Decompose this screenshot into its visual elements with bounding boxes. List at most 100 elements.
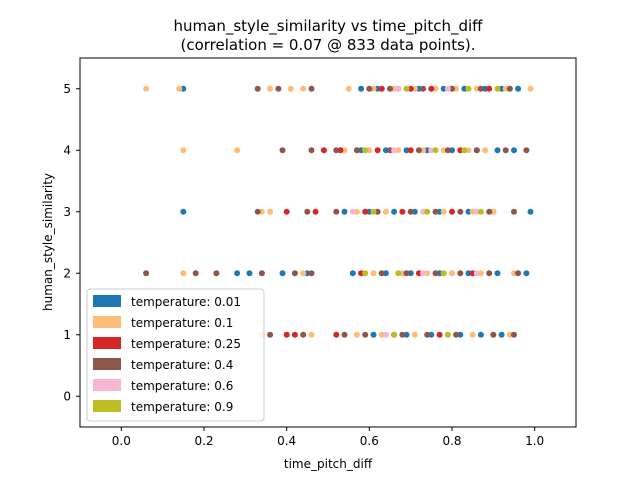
- data-point-series-1: [370, 85, 377, 92]
- data-point-series-2: [337, 147, 344, 154]
- data-point-series-3: [490, 331, 497, 338]
- legend-swatch: [93, 379, 121, 391]
- data-points: [143, 85, 534, 338]
- data-point-series-3: [506, 85, 513, 92]
- data-point-series-3: [453, 331, 460, 338]
- data-point-series-3: [192, 270, 199, 277]
- data-point-series-0: [494, 147, 501, 154]
- data-point-series-1: [143, 85, 150, 92]
- data-point-series-5: [362, 270, 369, 277]
- data-point-series-3: [254, 85, 261, 92]
- x-tick-label: 0.4: [277, 434, 296, 448]
- data-point-series-3: [300, 331, 307, 338]
- data-point-series-1: [300, 85, 307, 92]
- legend-label: temperature: 0.25: [131, 337, 241, 351]
- data-point-series-2: [469, 270, 476, 277]
- data-point-series-1: [353, 331, 360, 338]
- data-point-series-2: [333, 331, 340, 338]
- y-tick-label: 2: [63, 266, 71, 280]
- legend-label: temperature: 0.1: [131, 316, 233, 330]
- data-point-series-0: [246, 270, 253, 277]
- data-point-series-1: [511, 270, 517, 277]
- data-point-series-3: [457, 208, 464, 215]
- data-point-series-0: [415, 85, 422, 92]
- data-point-series-3: [362, 331, 369, 338]
- data-point-series-3: [407, 208, 414, 215]
- data-point-series-0: [341, 208, 348, 215]
- data-point-series-2: [449, 208, 455, 215]
- data-point-series-2: [283, 208, 290, 215]
- y-tick-label: 0: [63, 389, 71, 403]
- data-point-series-0: [349, 270, 356, 277]
- data-point-series-2: [358, 270, 365, 277]
- y-axis-label: human_style_similarity: [41, 173, 55, 311]
- data-point-series-1: [411, 331, 418, 338]
- data-point-series-1: [341, 147, 348, 154]
- data-point-series-0: [370, 331, 377, 338]
- data-point-series-1: [424, 270, 431, 277]
- data-point-series-0: [304, 270, 311, 277]
- data-point-series-0: [498, 85, 505, 92]
- data-point-series-3: [515, 270, 522, 277]
- data-point-series-2: [457, 147, 464, 154]
- data-point-series-1: [234, 147, 241, 154]
- data-point-series-3: [523, 147, 530, 154]
- data-point-series-2: [436, 331, 443, 338]
- data-point-series-0: [511, 147, 517, 154]
- data-point-series-0: [515, 85, 522, 92]
- data-point-series-1: [477, 270, 484, 277]
- data-point-series-3: [432, 270, 439, 277]
- data-point-series-0: [180, 208, 187, 215]
- data-point-series-0: [428, 331, 435, 338]
- data-point-series-0: [436, 208, 443, 215]
- data-point-series-3: [366, 85, 373, 92]
- data-point-series-1: [378, 331, 385, 338]
- data-point-series-2: [378, 85, 385, 92]
- data-point-series-0: [403, 147, 410, 154]
- data-point-series-1: [180, 147, 187, 154]
- data-point-series-3: [511, 331, 517, 338]
- data-point-series-1: [411, 85, 418, 92]
- data-point-series-1: [440, 208, 447, 215]
- data-point-series-2: [486, 85, 493, 92]
- data-point-series-3: [353, 147, 360, 154]
- data-point-series-3: [457, 270, 464, 277]
- data-point-series-1: [420, 147, 427, 154]
- legend-swatch: [93, 358, 121, 370]
- data-point-series-2: [415, 270, 422, 277]
- data-point-series-1: [453, 85, 460, 92]
- data-point-series-1: [287, 85, 294, 92]
- data-point-series-3: [333, 147, 340, 154]
- data-point-series-0: [411, 208, 418, 215]
- data-point-series-3: [432, 208, 439, 215]
- data-point-series-3: [213, 270, 220, 277]
- data-point-series-4: [473, 270, 480, 277]
- data-point-series-3: [403, 270, 410, 277]
- data-point-series-1: [176, 85, 183, 92]
- data-point-series-5: [444, 331, 451, 338]
- data-point-series-1: [473, 85, 480, 92]
- y-tick-label: 1: [63, 328, 71, 342]
- data-point-series-2: [399, 208, 406, 215]
- data-point-series-5: [424, 208, 431, 215]
- data-point-series-5: [440, 270, 447, 277]
- data-point-series-5: [362, 147, 369, 154]
- data-point-series-3: [387, 147, 393, 154]
- data-point-series-3: [477, 85, 484, 92]
- data-point-series-4: [420, 270, 427, 277]
- data-point-series-0: [465, 208, 472, 215]
- data-point-series-3: [308, 85, 315, 92]
- data-point-series-0: [180, 85, 187, 92]
- legend-swatch: [93, 316, 121, 328]
- legend-swatch: [93, 295, 121, 307]
- data-point-series-3: [308, 270, 315, 277]
- x-axis-ticks: 0.0 0.2 0.4 0.6 0.8 1.0: [112, 427, 544, 448]
- y-tick-label: 5: [63, 82, 71, 96]
- chart-title: human_style_similarity vs time_pitch_dif…: [174, 17, 484, 36]
- data-point-series-2: [407, 85, 414, 92]
- data-point-series-1: [527, 85, 534, 92]
- data-point-series-1: [432, 85, 439, 92]
- data-point-series-3: [308, 147, 315, 154]
- data-point-series-0: [403, 331, 410, 338]
